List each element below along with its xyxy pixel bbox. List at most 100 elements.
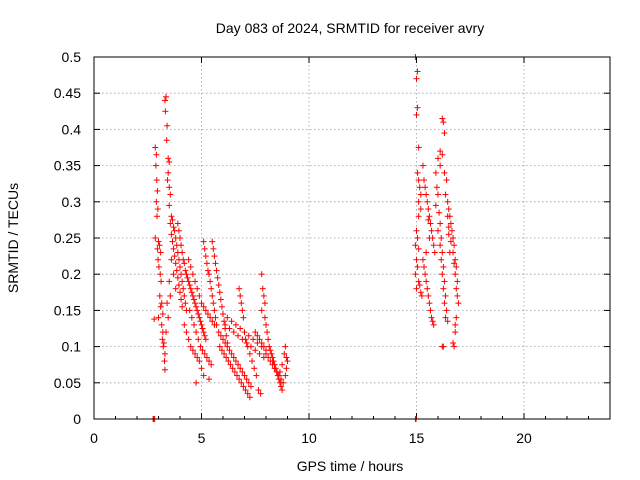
data-point [437,148,444,155]
data-point [256,336,263,343]
data-point [204,311,211,318]
data-point [157,303,164,310]
data-point [204,267,211,274]
y-tick-labels: 0 0.05 0.1 0.15 0.2 0.25 0.3 0.35 0.4 0.45 0.5 [54,49,81,427]
data-point [416,184,423,191]
data-point [236,285,243,292]
x-tick-label: 0 [90,430,98,446]
data-point [188,289,195,296]
data-point [421,263,428,270]
data-point [438,235,445,241]
data-point [153,213,160,220]
data-point [159,336,166,343]
data-point [441,278,448,285]
data-point [259,285,266,292]
data-point [437,242,444,249]
data-point [417,206,424,213]
data-point [179,278,186,285]
data-point [165,155,172,162]
y-axis-label: SRMTID / TECUs [5,183,21,293]
data-point [413,111,420,118]
data-point [442,191,449,198]
data-point [450,235,457,241]
data-point [189,271,196,278]
data-point [181,292,188,299]
data-point [166,202,173,209]
data-point [165,314,172,321]
data-point [212,260,219,267]
data-point [211,253,218,260]
data-point [453,263,460,270]
y-tick-label: 0.3 [62,194,82,210]
data-point [186,282,193,289]
data-point [183,271,190,278]
data-point [167,220,174,227]
data-point [154,187,161,194]
data-point [440,263,447,270]
data-point [240,383,247,390]
data-point [180,285,187,292]
data-point [244,390,251,397]
data-point [452,271,459,278]
data-point [157,249,164,256]
data-point [440,343,447,350]
data-point [253,372,260,379]
data-point [258,271,265,278]
data-point [245,332,252,339]
data-point [228,318,235,325]
data-point [415,177,422,184]
data-point [216,289,223,296]
data-point [175,227,182,234]
data-point [439,271,446,278]
data-point [452,329,459,336]
data-point [263,350,269,357]
data-point [282,372,289,379]
data-point [455,300,462,307]
data-point [177,235,183,241]
data-point [200,303,207,310]
data-point [428,314,435,321]
data-point [196,358,203,365]
data-point [275,372,282,379]
data-point [414,263,421,270]
y-tick-label: 0.5 [62,49,82,65]
data-point [164,177,171,184]
data-point [162,108,169,115]
data-point [445,206,452,213]
data-point [192,350,199,357]
data-point [169,216,176,223]
data-point [193,303,200,310]
x-tick-labels: 0 5 10 15 20 [90,430,532,446]
data-point [246,394,253,401]
data-point [441,130,448,137]
data-point [236,376,243,383]
data-point [155,314,162,321]
data-point [413,75,420,82]
data-point [168,213,175,220]
data-point [207,278,214,285]
data-point [161,358,168,365]
data-point [444,318,451,325]
data-point [243,339,250,346]
data-point [415,198,422,205]
data-point [257,390,264,397]
data-point [208,361,215,368]
data-point [152,235,159,241]
data-point [202,336,209,343]
data-point [178,242,185,249]
data-point [170,224,177,231]
data-point [278,376,285,383]
data-point [158,278,165,285]
data-point [430,242,437,249]
data-point [154,206,161,213]
data-point [441,169,448,176]
data-point [428,227,435,234]
data-point [178,296,185,303]
data-point [177,263,183,270]
data-point [185,336,192,343]
data-point [161,97,168,104]
data-point [223,354,230,361]
data-point [209,238,216,245]
data-point [195,336,202,343]
